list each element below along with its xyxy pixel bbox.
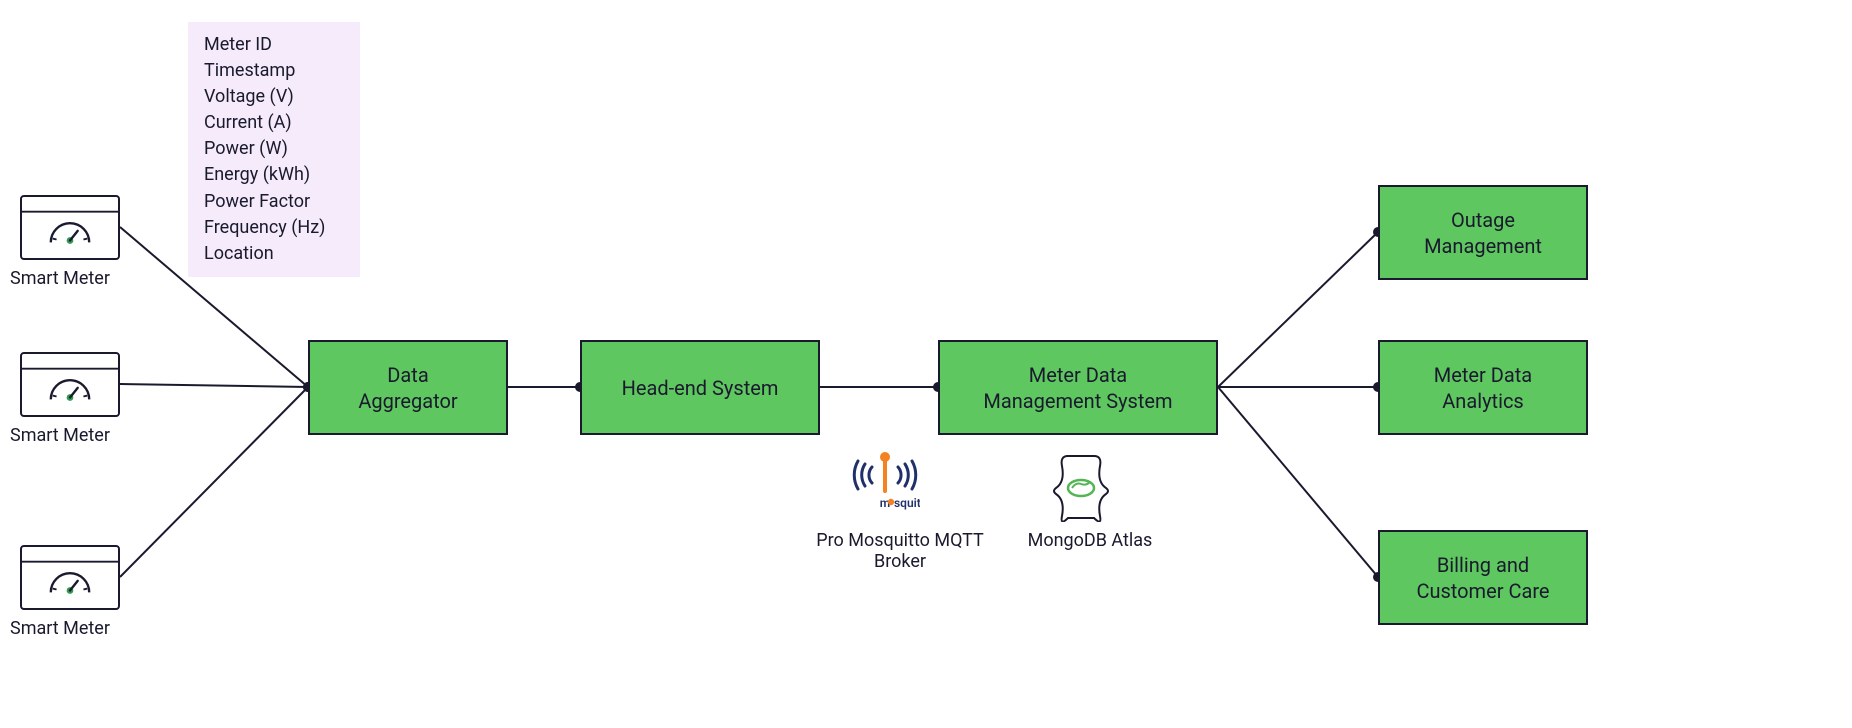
mosquitto-icon: m squitto: [850, 445, 920, 519]
field-item: Current (A): [204, 110, 344, 136]
field-item: Meter ID: [204, 32, 344, 58]
field-item: Frequency (Hz): [204, 215, 344, 241]
smart-meter-label: Smart Meter: [10, 268, 110, 289]
field-item: Timestamp: [204, 58, 344, 84]
node-label: OutageManagement: [1424, 207, 1542, 259]
node-label: Head-end System: [622, 375, 779, 401]
field-item: Voltage (V): [204, 84, 344, 110]
node-label: DataAggregator: [358, 362, 457, 414]
smart-meter-node: [20, 195, 120, 260]
node-billing-customer-care: Billing andCustomer Care: [1378, 530, 1588, 625]
smart-meter-node: [20, 545, 120, 610]
node-data-aggregator: DataAggregator: [308, 340, 508, 435]
smart-meter-node: [20, 352, 120, 417]
svg-text:squitto: squitto: [894, 496, 920, 510]
field-item: Power Factor: [204, 189, 344, 215]
smart-meter-label: Smart Meter: [10, 618, 110, 639]
node-label: Billing andCustomer Care: [1416, 552, 1549, 604]
node-label: Meter DataManagement System: [983, 362, 1172, 414]
node-label: Meter DataAnalytics: [1434, 362, 1532, 414]
node-outage-management: OutageManagement: [1378, 185, 1588, 280]
mosquitto-label: Pro Mosquitto MQTTBroker: [800, 530, 1000, 572]
smart-meter-label: Smart Meter: [10, 425, 110, 446]
mongodb-atlas-label: MongoDB Atlas: [1010, 530, 1170, 551]
field-item: Power (W): [204, 136, 344, 162]
node-meter-data-analytics: Meter DataAnalytics: [1378, 340, 1588, 435]
data-fields-callout: Meter IDTimestampVoltage (V)Current (A)P…: [188, 22, 360, 277]
node-head-end-system: Head-end System: [580, 340, 820, 435]
field-item: Location: [204, 241, 344, 267]
mongodb-atlas-icon: [1050, 452, 1112, 526]
node-mdms: Meter DataManagement System: [938, 340, 1218, 435]
field-item: Energy (kWh): [204, 162, 344, 188]
